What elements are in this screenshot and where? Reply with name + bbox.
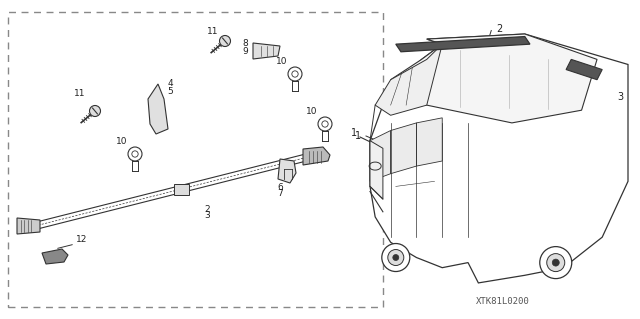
Text: 12: 12 bbox=[76, 235, 88, 244]
Polygon shape bbox=[278, 159, 296, 183]
Polygon shape bbox=[42, 249, 68, 264]
Text: 6: 6 bbox=[277, 182, 283, 191]
Circle shape bbox=[382, 243, 410, 271]
Polygon shape bbox=[370, 34, 628, 283]
Text: 5: 5 bbox=[167, 86, 173, 95]
Text: 1: 1 bbox=[351, 128, 357, 138]
Circle shape bbox=[318, 117, 332, 131]
Circle shape bbox=[552, 259, 559, 266]
FancyBboxPatch shape bbox=[173, 183, 189, 195]
Text: 3: 3 bbox=[617, 93, 623, 102]
Polygon shape bbox=[566, 59, 602, 80]
Circle shape bbox=[292, 71, 298, 77]
Circle shape bbox=[393, 255, 399, 261]
Polygon shape bbox=[370, 141, 383, 199]
Circle shape bbox=[288, 67, 302, 81]
Text: 2: 2 bbox=[204, 204, 210, 213]
Polygon shape bbox=[390, 123, 417, 174]
Text: 11: 11 bbox=[74, 90, 86, 99]
Text: 2: 2 bbox=[496, 24, 502, 33]
Polygon shape bbox=[375, 44, 442, 115]
Circle shape bbox=[132, 151, 138, 157]
Text: 7: 7 bbox=[277, 189, 283, 198]
Circle shape bbox=[547, 254, 564, 271]
Polygon shape bbox=[396, 37, 530, 52]
Text: 4: 4 bbox=[167, 79, 173, 88]
Polygon shape bbox=[417, 118, 442, 166]
Text: 3: 3 bbox=[204, 211, 210, 220]
Text: 10: 10 bbox=[276, 56, 288, 65]
Circle shape bbox=[388, 249, 404, 265]
Polygon shape bbox=[148, 84, 168, 134]
Text: 10: 10 bbox=[307, 107, 317, 115]
Circle shape bbox=[90, 106, 100, 116]
Polygon shape bbox=[390, 34, 597, 123]
Circle shape bbox=[220, 35, 230, 47]
Polygon shape bbox=[303, 147, 330, 165]
Text: XTK81L0200: XTK81L0200 bbox=[476, 297, 529, 306]
Text: 10: 10 bbox=[116, 137, 128, 145]
Text: 8: 8 bbox=[242, 40, 248, 48]
Text: 11: 11 bbox=[207, 27, 219, 36]
Circle shape bbox=[322, 121, 328, 127]
Circle shape bbox=[128, 147, 142, 161]
Polygon shape bbox=[253, 43, 280, 59]
Text: 9: 9 bbox=[242, 47, 248, 56]
Polygon shape bbox=[17, 218, 40, 234]
Polygon shape bbox=[370, 130, 390, 181]
Circle shape bbox=[540, 247, 572, 278]
Text: 1: 1 bbox=[355, 131, 361, 141]
